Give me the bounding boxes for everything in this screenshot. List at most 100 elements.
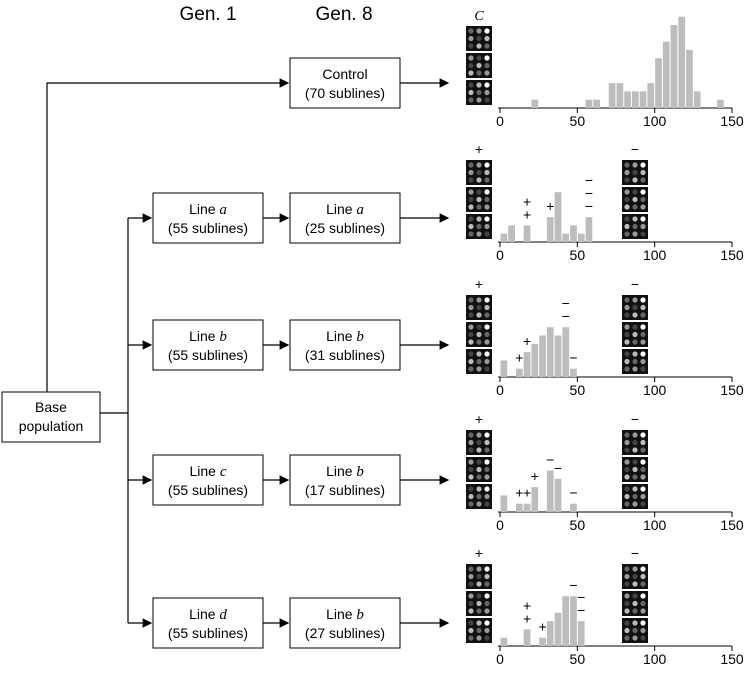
well-dot	[632, 593, 638, 599]
well-dot	[468, 324, 474, 330]
well-dot	[468, 204, 474, 210]
well-dot	[468, 43, 474, 49]
bar	[678, 16, 686, 109]
well-dot	[624, 447, 630, 453]
bar	[531, 487, 539, 512]
well-dot	[632, 331, 638, 338]
well-dot	[624, 486, 630, 492]
well-dot	[484, 627, 490, 634]
x-tick-label: 100	[643, 517, 667, 533]
node-label: Control	[322, 66, 367, 82]
well-dot	[624, 339, 630, 345]
well-dot	[484, 566, 490, 572]
well-dot	[468, 55, 474, 61]
well-dot	[640, 351, 646, 357]
well-dot	[468, 627, 474, 634]
image-label: +	[475, 276, 483, 292]
well-dot	[624, 620, 630, 626]
well-dot	[484, 466, 490, 473]
node-count: (25 sublines)	[305, 220, 385, 236]
well-dot	[476, 566, 482, 572]
x-tick-label: 150	[720, 382, 744, 398]
well-dot	[640, 324, 646, 330]
bar	[562, 596, 570, 646]
node-box	[152, 319, 264, 371]
well-dot	[468, 62, 474, 69]
well-dot	[468, 466, 474, 473]
bar-mark: −	[585, 185, 593, 201]
bar	[500, 637, 508, 646]
well-dot	[484, 573, 490, 580]
well-dot	[484, 493, 490, 500]
node-label: Line b	[189, 328, 227, 345]
x-tick-label: 150	[720, 113, 744, 129]
well-dot	[624, 635, 630, 641]
x-tick-label: 100	[643, 247, 667, 263]
well-dot	[624, 459, 630, 465]
bar-mark: +	[523, 206, 531, 222]
well-dot	[476, 189, 482, 195]
node-letter: a	[356, 202, 364, 218]
well-dot	[476, 635, 482, 641]
well-dot	[624, 432, 630, 438]
bar-mark: +	[523, 485, 531, 501]
bar	[670, 25, 678, 108]
node-label: Line b	[326, 328, 364, 345]
well-dot	[476, 593, 482, 599]
bar-mark: −	[585, 198, 593, 214]
x-tick-label: 0	[496, 651, 504, 667]
well-dot	[484, 97, 490, 103]
well-dot	[484, 474, 490, 480]
well-dot	[476, 324, 482, 330]
bar-mark: +	[531, 468, 539, 484]
well-dot	[476, 43, 482, 49]
bar	[539, 637, 546, 646]
node-letter: b	[356, 607, 364, 623]
well-dot	[624, 366, 630, 372]
well-dot	[632, 432, 638, 438]
well-dot	[476, 466, 482, 473]
well-dot	[624, 493, 630, 500]
node-prefix: Line	[189, 328, 216, 344]
node-label: Line d	[189, 606, 227, 623]
bar	[577, 621, 585, 646]
well-dot	[476, 89, 482, 96]
bar-mark: −	[546, 452, 554, 468]
bar-mark: +	[523, 610, 531, 626]
node-count: (55 sublines)	[168, 625, 248, 641]
bar-mark: +	[515, 485, 523, 501]
well-dot	[468, 169, 474, 176]
well-dot	[476, 339, 482, 345]
well-dot	[468, 177, 474, 183]
well-dot	[632, 366, 638, 372]
well-dot	[476, 216, 482, 222]
bar	[515, 368, 523, 377]
well-dot	[624, 581, 630, 587]
bar	[608, 83, 616, 108]
well-dot	[624, 600, 630, 607]
well-dot	[632, 627, 638, 634]
well-dot	[632, 351, 638, 357]
x-tick-label: 50	[570, 651, 586, 667]
bar	[686, 49, 693, 108]
bar	[546, 217, 554, 242]
well-dot	[468, 351, 474, 357]
well-dot	[624, 351, 630, 357]
node-count: (55 sublines)	[168, 347, 248, 363]
well-dot	[484, 635, 490, 641]
well-dot	[468, 486, 474, 492]
well-dot	[476, 196, 482, 203]
well-dot	[484, 339, 490, 345]
well-dot	[468, 573, 474, 580]
well-dot	[468, 223, 474, 230]
well-dot	[640, 459, 646, 465]
x-tick-label: 0	[496, 247, 504, 263]
well-dot	[468, 493, 474, 500]
bar	[662, 41, 670, 108]
well-dot	[632, 620, 638, 626]
node-count: (17 sublines)	[305, 482, 385, 498]
bar-mark: −	[554, 460, 562, 476]
well-dot	[484, 89, 490, 96]
bar	[593, 99, 601, 108]
node-box	[152, 192, 264, 244]
